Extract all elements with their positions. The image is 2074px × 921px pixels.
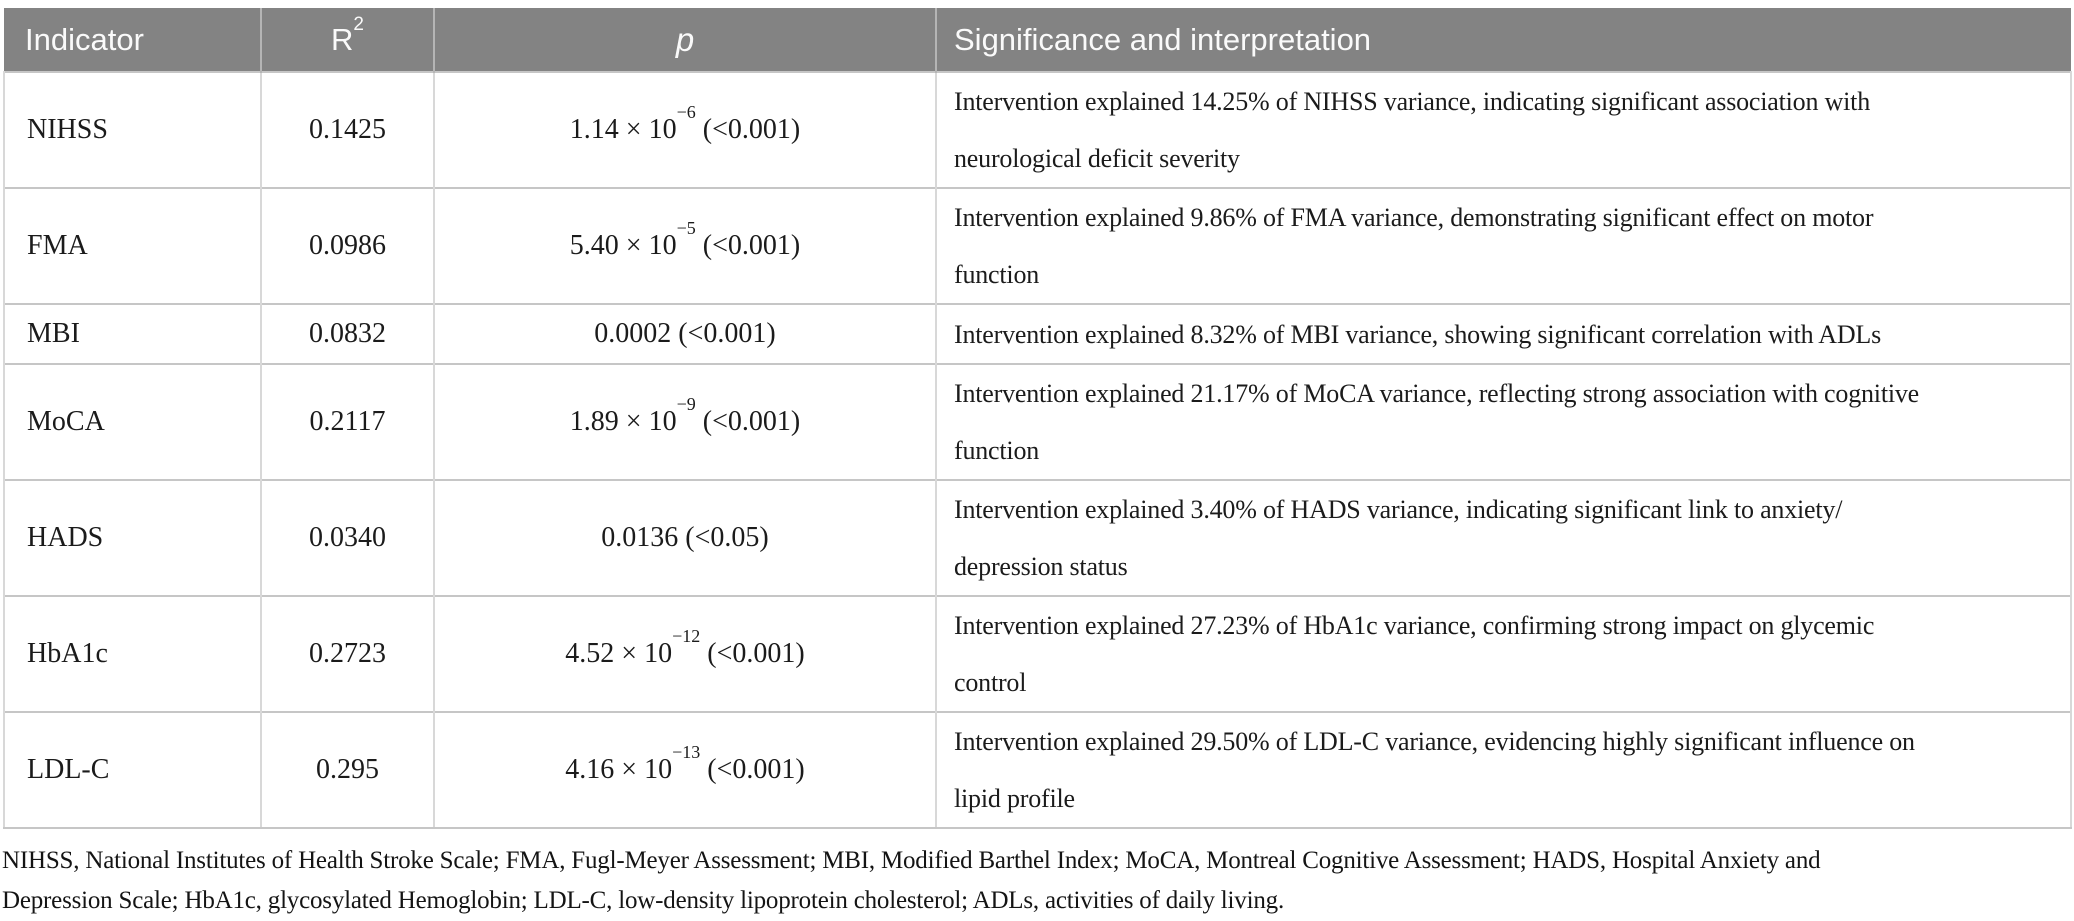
table-row-fma: FMA 0.0986 5.40 × 10−5 (<0.001) Interven… (3, 187, 2072, 304)
p-value-cell: 1.89 × 10−9 (<0.001) (433, 363, 936, 480)
interpretation-cell: Intervention explained 8.32% of MBI vari… (935, 303, 2072, 364)
header-significance: Significance and interpretation (935, 8, 2071, 72)
r-squared-cell: 0.1425 (260, 71, 434, 188)
interpretation-cell: Intervention explained 14.25% of NIHSS v… (935, 71, 2072, 188)
table-row-ldlc: LDL-C 0.295 4.16 × 10−13 (<0.001) Interv… (3, 711, 2072, 829)
table-body: NIHSS 0.1425 1.14 × 10−6 (<0.001) Interv… (3, 71, 2072, 829)
indicator-cell: MoCA (3, 363, 261, 480)
header-indicator: Indicator (4, 8, 261, 72)
r-squared-cell: 0.2723 (260, 595, 434, 712)
interpretation-cell: Intervention explained 9.86% of FMA vari… (935, 187, 2072, 304)
p-base: 5.40 × 10 (569, 230, 677, 261)
p-suffix: (<0.001) (700, 754, 805, 785)
table-row-moca: MoCA 0.2117 1.89 × 10−9 (<0.001) Interve… (3, 363, 2072, 480)
p-exponent: −13 (672, 741, 701, 762)
r-squared-cell: 0.0340 (260, 479, 434, 596)
p-base: 1.89 × 10 (569, 406, 677, 437)
p-suffix: (<0.001) (695, 114, 801, 145)
r-squared-sup: 2 (353, 13, 364, 35)
header-r-squared: R2 (260, 8, 434, 72)
p-exponent: −6 (676, 101, 696, 122)
p-base: 0.0136 (601, 522, 679, 553)
indicator-cell: HbA1c (3, 595, 261, 712)
table-row-nihss: NIHSS 0.1425 1.14 × 10−6 (<0.001) Interv… (3, 71, 2072, 188)
table-row-hba1c: HbA1c 0.2723 4.52 × 10−12 (<0.001) Inter… (3, 595, 2072, 712)
table-row-hads: HADS 0.0340 0.0136 (<0.05) Intervention … (3, 479, 2072, 596)
p-value-cell: 0.0002 (<0.001) (433, 303, 936, 364)
table-row-mbi: MBI 0.0832 0.0002 (<0.001) Intervention … (3, 303, 2072, 364)
r-squared-cell: 0.295 (260, 711, 434, 829)
header-p-value: p (433, 8, 936, 72)
indicator-cell: NIHSS (3, 71, 261, 188)
paper-table-page: Indicator R2 p Significance and interpre… (0, 8, 2074, 914)
interpretation-cell: Intervention explained 21.17% of MoCA va… (935, 363, 2072, 480)
table-header: Indicator R2 p Significance and interpre… (4, 8, 2071, 72)
p-exponent: −9 (676, 393, 696, 414)
p-value-cell: 4.52 × 10−12 (<0.001) (433, 595, 936, 712)
header-row: Indicator R2 p Significance and interpre… (4, 8, 2071, 72)
p-exponent: −5 (676, 217, 696, 238)
indicator-cell: FMA (3, 187, 261, 304)
r-squared-cell: 0.0986 (260, 187, 434, 304)
r-squared-base: R (331, 21, 354, 57)
p-value-cell: 4.16 × 10−13 (<0.001) (433, 711, 936, 829)
p-value-cell: 1.14 × 10−6 (<0.001) (433, 71, 936, 188)
p-suffix: (<0.05) (678, 522, 769, 553)
indicator-cell: HADS (3, 479, 261, 596)
p-suffix: (<0.001) (695, 406, 801, 437)
p-value-cell: 5.40 × 10−5 (<0.001) (433, 187, 936, 304)
p-suffix: (<0.001) (700, 638, 805, 669)
interpretation-cell: Intervention explained 3.40% of HADS var… (935, 479, 2072, 596)
p-base: 0.0002 (594, 318, 672, 349)
interpretation-cell: Intervention explained 29.50% of LDL-C v… (935, 711, 2072, 829)
p-suffix: (<0.001) (695, 230, 801, 261)
r-squared-cell: 0.0832 (260, 303, 434, 364)
table-footnote: NIHSS, National Institutes of Health Str… (2, 847, 1821, 914)
indicator-cell: MBI (3, 303, 261, 364)
regression-results-table: Indicator R2 p Significance and interpre… (3, 8, 2072, 829)
p-base: 1.14 × 10 (569, 114, 677, 145)
interpretation-cell: Intervention explained 27.23% of HbA1c v… (935, 595, 2072, 712)
p-suffix: (<0.001) (671, 318, 776, 349)
p-value-cell: 0.0136 (<0.05) (433, 479, 936, 596)
indicator-cell: LDL-C (3, 711, 261, 829)
p-base: 4.52 × 10 (565, 638, 673, 669)
p-exponent: −12 (672, 625, 701, 646)
r-squared-cell: 0.2117 (260, 363, 434, 480)
p-base: 4.16 × 10 (565, 754, 673, 785)
